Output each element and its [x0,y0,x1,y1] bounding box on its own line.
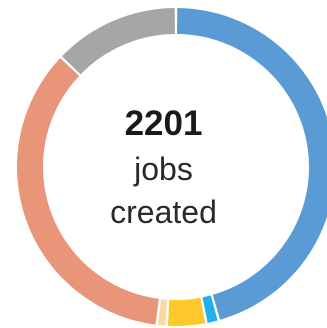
donut-segments [16,8,327,326]
donut-segment-6 [61,8,175,75]
center-label-created: created [110,194,217,230]
donut-segment-1 [177,8,327,320]
center-label-jobs: jobs [134,151,193,187]
donut-segment-3 [167,297,206,326]
donut-segment-5 [16,58,159,325]
donut-segment-4 [157,299,168,326]
total-jobs-value: 2201 [124,104,203,143]
donut-segment-2 [202,295,218,323]
